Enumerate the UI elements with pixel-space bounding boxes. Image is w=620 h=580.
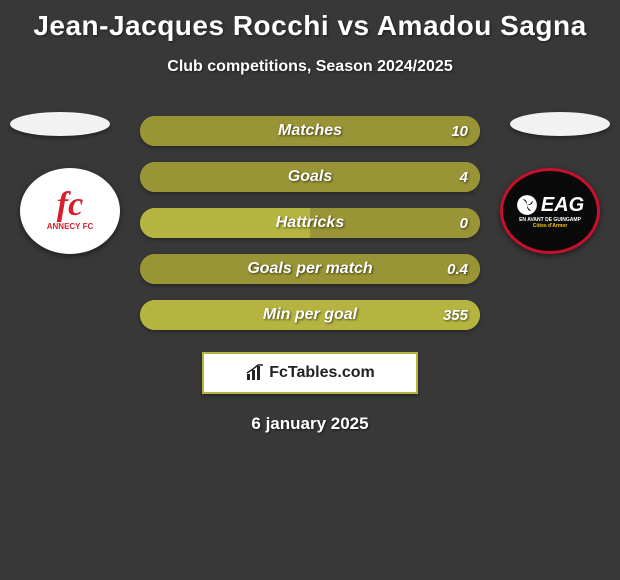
footer-date: 6 january 2025 [0, 414, 620, 434]
brand-text: FcTables.com [269, 364, 375, 382]
stat-value-right: 0.4 [447, 254, 468, 284]
stat-bars: Matches10 Goals4 Hattricks0 Goals per match… [140, 116, 480, 330]
stat-row: Goals per match0.4 [140, 254, 480, 284]
stat-row: Min per goal355 [140, 300, 480, 330]
player-pill-right [510, 112, 610, 136]
stat-value-right: 4 [460, 162, 468, 192]
annecy-logo-text: ANNECY FC [47, 222, 94, 231]
annecy-logo-mark: fc [57, 191, 83, 218]
stat-value-right: 355 [443, 300, 468, 330]
stat-label: Matches [140, 116, 480, 146]
stat-value-right: 0 [460, 208, 468, 238]
stat-row: Hattricks0 [140, 208, 480, 238]
eag-logo: EAG EN AVANT DE GUINGAMP Côtes d'Armor [503, 171, 597, 251]
brand-box: FcTables.com [202, 352, 418, 394]
eag-logo-text: EAG [541, 194, 584, 217]
subtitle: Club competitions, Season 2024/2025 [0, 58, 620, 76]
comparison-infographic: Jean-Jacques Rocchi vs Amadou Sagna Club… [0, 0, 620, 434]
club-badge-right: EAG EN AVANT DE GUINGAMP Côtes d'Armor [500, 168, 600, 254]
player-pill-left [10, 112, 110, 136]
stat-row: Goals4 [140, 162, 480, 192]
stat-row: Matches10 [140, 116, 480, 146]
stats-area: fc ANNECY FC EAG EN AVANT DE GUINGAMP Cô… [0, 116, 620, 330]
stat-label: Hattricks [140, 208, 480, 238]
club-badge-left: fc ANNECY FC [20, 168, 120, 254]
annecy-logo: fc ANNECY FC [20, 168, 120, 254]
triskelion-icon [516, 194, 538, 216]
chart-icon [245, 364, 265, 382]
eag-logo-sub2: Côtes d'Armor [533, 223, 568, 229]
stat-label: Goals per match [140, 254, 480, 284]
stat-label: Min per goal [140, 300, 480, 330]
stat-label: Goals [140, 162, 480, 192]
stat-value-right: 10 [451, 116, 468, 146]
page-title: Jean-Jacques Rocchi vs Amadou Sagna [0, 0, 620, 42]
